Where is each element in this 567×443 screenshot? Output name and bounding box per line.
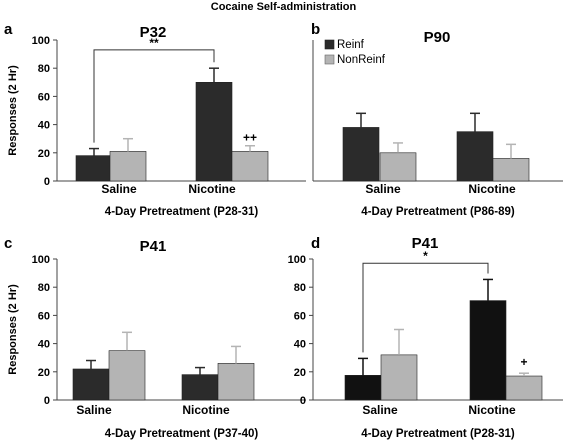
panel-letter: a [4, 21, 13, 38]
bar-nonreinf [108, 350, 146, 401]
category-label: Nicotine [188, 182, 236, 196]
bar-reinf [342, 127, 380, 182]
bar-nonreinf [217, 363, 255, 401]
x-axis-label: 4-Day Pretreatment (P28-31) [361, 428, 515, 440]
y-tick-label: 20 [294, 367, 306, 379]
significance-label: ** [149, 36, 159, 50]
category-label: Nicotine [182, 403, 230, 417]
category-label: Saline [365, 182, 401, 196]
x-axis-label: 4-Day Pretreatment (P28-31) [105, 206, 259, 218]
significance-bracket [93, 49, 215, 143]
y-tick-label: 60 [38, 310, 50, 322]
bar-reinf [75, 155, 113, 182]
x-axis-label: 4-Day Pretreatment (P37-40) [105, 428, 259, 440]
figure-title: Cocaine Self-administration [210, 1, 357, 13]
bar-nonreinf [109, 151, 147, 182]
y-tick-label: 60 [294, 310, 306, 322]
category-label: Nicotine [468, 182, 516, 196]
category-label: Saline [362, 403, 398, 417]
category-label: Saline [101, 182, 137, 196]
y-tick-label: 20 [38, 148, 50, 160]
legend: Reinf NonReinf [324, 39, 386, 66]
y-tick-label: 20 [38, 367, 50, 379]
bar-nonreinf [231, 151, 269, 182]
bar-nonreinf [379, 152, 417, 182]
bar-nonreinf [492, 158, 530, 182]
bar-reinf [469, 300, 507, 401]
panel-letter: c [4, 235, 12, 252]
significance-label: * [423, 249, 428, 263]
category-label: Saline [76, 403, 112, 417]
panel-c: c P41 0 20 40 60 80 100 Responses (2 Hr) Saline Ni… [4, 235, 306, 440]
panel-title: P90 [424, 29, 451, 46]
y-tick-label: 80 [38, 282, 50, 294]
y-tick-label: 40 [294, 339, 306, 351]
y-tick-label: 0 [300, 395, 306, 407]
y-tick-label: 60 [38, 91, 50, 103]
y-axis-label: Responses (2 Hr) [7, 284, 19, 375]
legend-label-nonreinf: NonReinf [337, 54, 386, 66]
bar-reinf [344, 375, 382, 401]
y-tick-label: 40 [38, 120, 50, 132]
panel-letter: d [311, 235, 320, 252]
x-axis-label: 4-Day Pretreatment (P86-89) [361, 206, 515, 218]
y-tick-label: 0 [44, 176, 50, 188]
y-tick-label: 100 [288, 254, 306, 266]
panel-d: d P41 0 20 40 60 80 100 Saline Nicotine 4-Day Pret… [288, 235, 563, 440]
y-tick-label: 40 [38, 339, 50, 351]
y-tick-label: 100 [32, 254, 50, 266]
y-tick-label: 100 [32, 35, 50, 47]
legend-swatch-nonreinf [324, 54, 335, 65]
bar-nonreinf [380, 354, 418, 401]
bar-reinf [456, 131, 494, 182]
panel-title: P32 [140, 24, 167, 41]
bar-nonreinf [505, 375, 543, 401]
significance-mark: + [520, 355, 527, 369]
significance-mark: ++ [243, 131, 257, 145]
bar-reinf [181, 374, 219, 401]
panel-letter: b [311, 21, 320, 38]
panel-title: P41 [140, 238, 167, 255]
significance-bracket [362, 262, 489, 353]
legend-swatch-reinf [324, 39, 335, 50]
y-tick-label: 0 [44, 395, 50, 407]
y-tick-label: 80 [294, 282, 306, 294]
panel-b: b P90 Saline Nicotine 4-Day Pretreatment (P8… [311, 21, 563, 218]
bar-reinf [195, 82, 233, 182]
y-axis-label: Responses (2 Hr) [7, 65, 19, 156]
y-tick-label: 80 [38, 63, 50, 75]
category-label: Nicotine [468, 403, 516, 417]
panel-title: P41 [412, 235, 439, 252]
bar-reinf [72, 368, 110, 401]
panel-a: a P32 0 20 40 60 80 100 Responses (2 Hr) Saline Ni… [4, 21, 306, 218]
legend-label-reinf: Reinf [337, 39, 365, 51]
